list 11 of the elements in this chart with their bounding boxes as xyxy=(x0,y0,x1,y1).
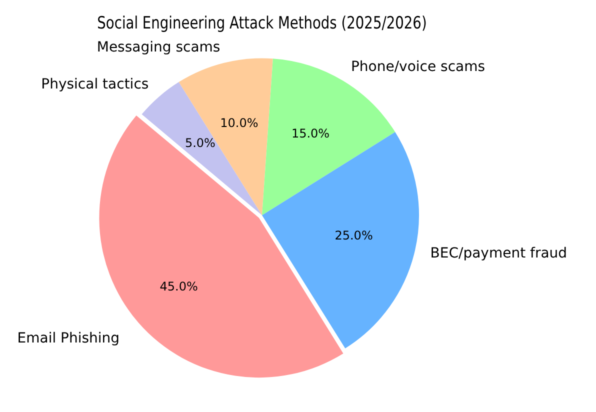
chart-title: Social Engineering Attack Methods (2025/2026) xyxy=(97,13,427,34)
data-label: 15.0% xyxy=(291,126,330,141)
data-label: 25.0% xyxy=(334,228,373,243)
slice-label: Physical tactics xyxy=(41,76,149,92)
slice-label: Phone/voice scams xyxy=(350,58,486,75)
slice-label: Email Phishing xyxy=(17,330,120,347)
data-label: 45.0% xyxy=(160,280,198,294)
data-label: 5.0% xyxy=(184,136,216,150)
slice-label: Messaging scams xyxy=(96,39,220,56)
slice-label: BEC/payment fraud xyxy=(430,246,568,262)
data-label: 10.0% xyxy=(220,116,258,130)
